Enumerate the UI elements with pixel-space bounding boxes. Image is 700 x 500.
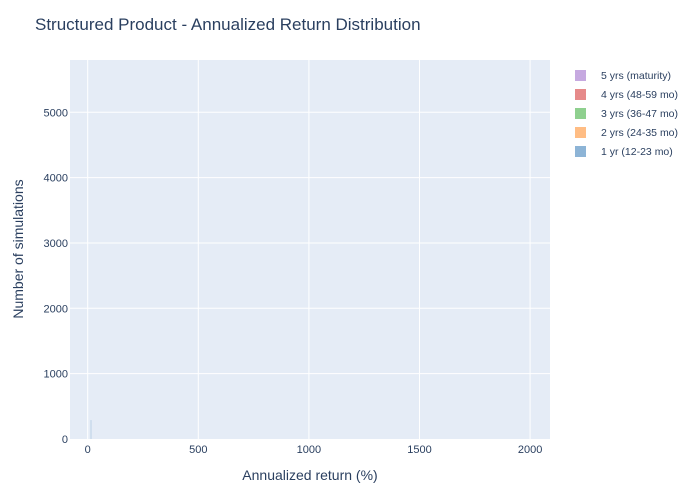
legend-label: 1 yr (12-23 mo) (601, 146, 673, 158)
legend-label: 3 yrs (36-47 mo) (601, 108, 678, 120)
y-tick-label: 4000 (44, 173, 68, 185)
legend[interactable]: 5 yrs (maturity) 4 yrs (48-59 mo) 3 yrs (3… (575, 70, 678, 158)
histogram-bars (90, 420, 92, 439)
x-tick-label: 0 (85, 444, 91, 456)
legend-swatch (575, 70, 586, 81)
gridlines (70, 60, 550, 439)
y-tick-label: 0 (62, 434, 68, 446)
legend-item[interactable]: 1 yr (12-23 mo) (575, 146, 673, 158)
legend-label: 5 yrs (maturity) (601, 70, 671, 82)
x-tick-label: 2000 (518, 444, 542, 456)
tick-labels: 0 500 1000 1500 2000 0 1000 2000 3000 4000 5000 (44, 107, 543, 456)
legend-label: 2 yrs (24-35 mo) (601, 127, 678, 139)
x-tick-label: 1000 (297, 444, 321, 456)
x-axis-title: Annualized return (%) (242, 467, 377, 483)
legend-item[interactable]: 4 yrs (48-59 mo) (575, 89, 678, 101)
legend-label: 4 yrs (48-59 mo) (601, 89, 678, 101)
y-axis-title: Number of simulations (10, 179, 26, 318)
legend-swatch (575, 127, 586, 138)
legend-item[interactable]: 5 yrs (maturity) (575, 70, 671, 82)
legend-swatch (575, 89, 586, 100)
x-tick-label: 1500 (407, 444, 431, 456)
histogram-bar[interactable] (90, 420, 92, 439)
legend-item[interactable]: 3 yrs (36-47 mo) (575, 108, 678, 120)
y-tick-label: 1000 (44, 369, 68, 381)
legend-item[interactable]: 2 yrs (24-35 mo) (575, 127, 678, 139)
x-tick-label: 500 (189, 444, 207, 456)
y-tick-label: 5000 (44, 107, 68, 119)
chart-title: Structured Product - Annualized Return D… (35, 15, 421, 34)
y-tick-label: 3000 (44, 238, 68, 250)
legend-swatch (575, 146, 586, 157)
plot-area (70, 60, 550, 439)
y-tick-label: 2000 (44, 303, 68, 315)
legend-swatch (575, 108, 586, 119)
